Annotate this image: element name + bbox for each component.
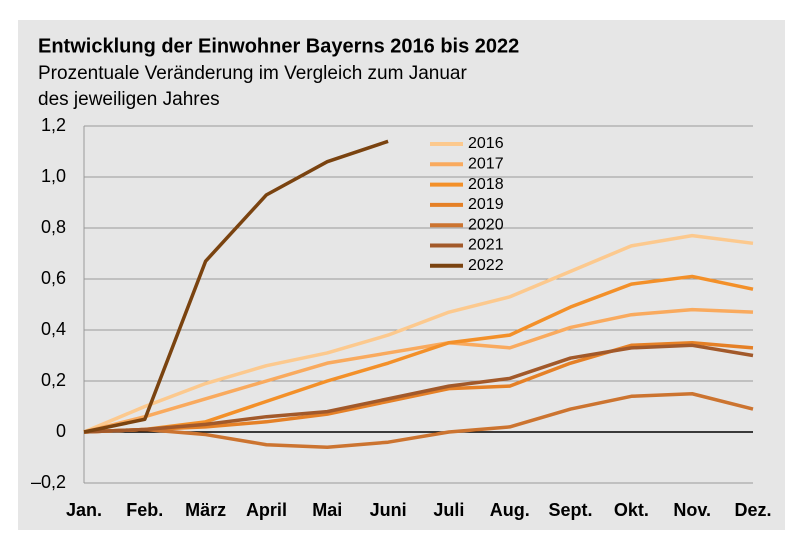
y-tick-label: 0,6 bbox=[41, 268, 66, 288]
legend-label: 2018 bbox=[468, 176, 504, 193]
x-tick-label: Dez. bbox=[734, 500, 771, 520]
series-line bbox=[83, 233, 754, 434]
x-tick-label: Sept. bbox=[549, 500, 593, 520]
x-tick-label: Mai bbox=[312, 500, 342, 520]
chart-background bbox=[18, 20, 785, 530]
series-line bbox=[83, 392, 754, 450]
y-tick-label: 0 bbox=[56, 421, 66, 441]
legend-label: 2019 bbox=[468, 196, 504, 213]
series-line bbox=[83, 341, 754, 434]
x-tick-label: Juli bbox=[433, 500, 464, 520]
series-line bbox=[83, 274, 754, 434]
chart-subtitle: des jeweiligen Jahres bbox=[38, 89, 220, 110]
x-tick-label: April bbox=[246, 500, 287, 520]
x-tick-label: Juni bbox=[370, 500, 407, 520]
chart-title: Entwicklung der Einwohner Bayerns 2016 b… bbox=[38, 35, 519, 57]
x-tick-label: Jan. bbox=[66, 500, 102, 520]
legend-label: 2021 bbox=[468, 237, 504, 254]
y-tick-label: 1,2 bbox=[41, 115, 66, 135]
legend-label: 2022 bbox=[468, 257, 504, 274]
legend-label: 2020 bbox=[468, 216, 504, 233]
x-tick-label: Feb. bbox=[126, 500, 163, 520]
y-tick-label: 0,8 bbox=[41, 217, 66, 237]
x-tick-label: Nov. bbox=[673, 500, 711, 520]
chart-subtitle: Prozentuale Veränderung im Vergleich zum… bbox=[38, 63, 467, 84]
x-tick-label: März bbox=[185, 500, 226, 520]
y-tick-label: 1,0 bbox=[41, 166, 66, 186]
series-line bbox=[83, 307, 754, 434]
series-line bbox=[83, 139, 389, 434]
y-tick-label: 0,4 bbox=[41, 319, 66, 339]
legend-label: 2017 bbox=[468, 156, 504, 173]
x-tick-label: Aug. bbox=[490, 500, 530, 520]
y-tick-label: 0,2 bbox=[41, 370, 66, 390]
series-line bbox=[83, 343, 754, 434]
x-tick-label: Okt. bbox=[614, 500, 649, 520]
legend-label: 2016 bbox=[468, 135, 504, 152]
y-tick-label: –0,2 bbox=[31, 472, 66, 492]
